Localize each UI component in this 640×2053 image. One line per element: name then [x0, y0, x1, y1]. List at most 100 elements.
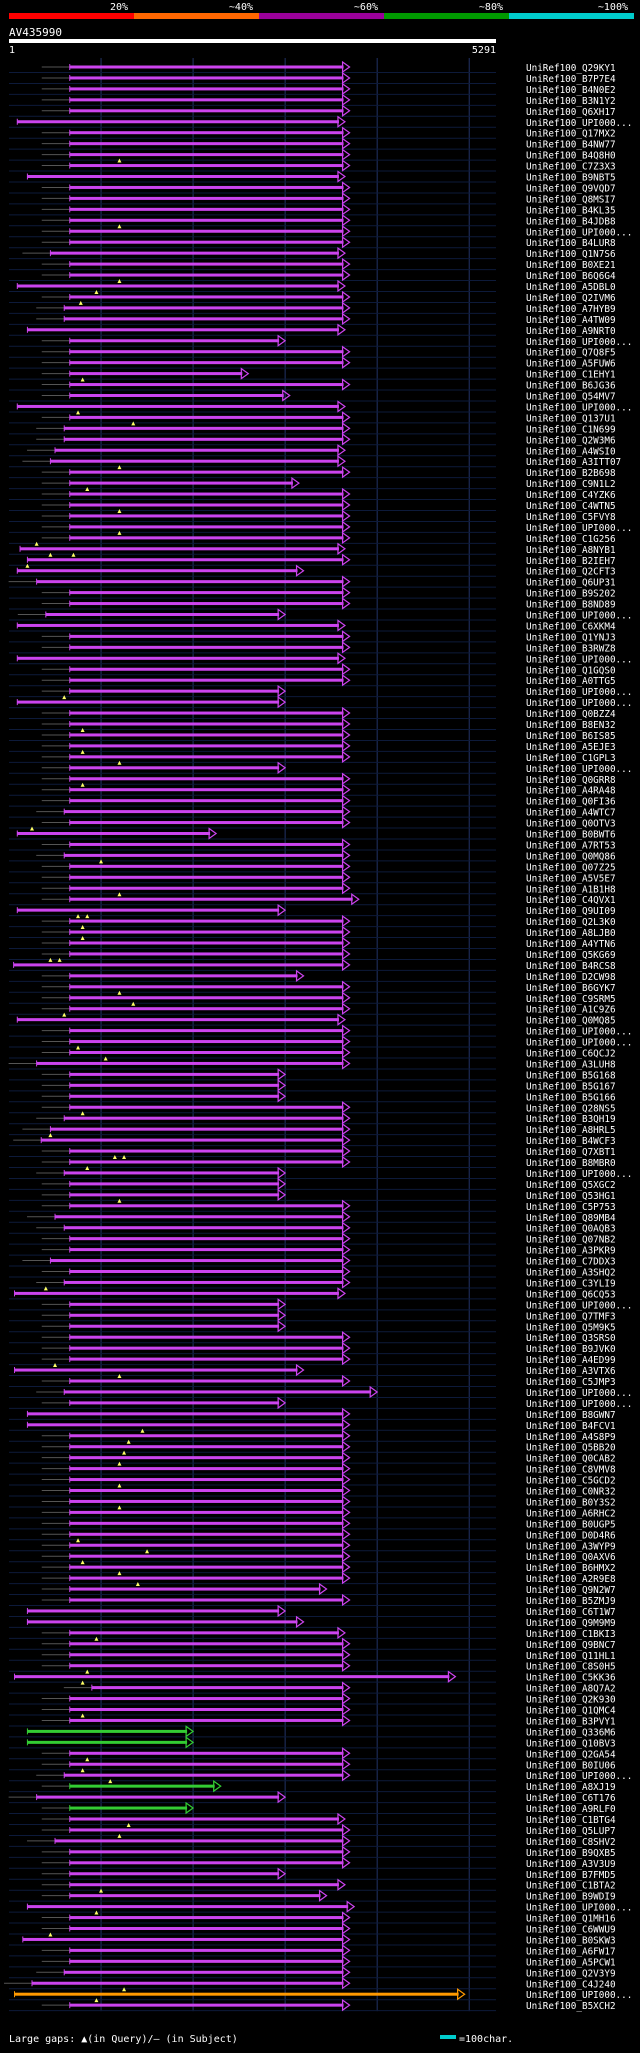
- hit-id-label[interactable]: UniRef100_C6T1W7: [526, 1607, 616, 1618]
- hit-row[interactable]: UniRef100_UPI000...: [9, 1298, 632, 1311]
- hit-id-label[interactable]: UniRef100_Q10BV3: [526, 1738, 616, 1749]
- hit-bar[interactable]: [69, 131, 344, 135]
- hit-id-label[interactable]: UniRef100_B8ND89: [526, 600, 616, 611]
- hit-bar[interactable]: [69, 1040, 344, 1044]
- hit-id-label[interactable]: UniRef100_A4WTC7: [526, 808, 616, 819]
- hit-row[interactable]: UniRef100_Q9BNC7: [9, 1636, 616, 1651]
- hit-id-label[interactable]: UniRef100_Q29KY1: [526, 63, 616, 74]
- hit-id-label[interactable]: UniRef100_B6Q6G4: [526, 271, 616, 282]
- hit-id-label[interactable]: UniRef100_B5XCH2: [526, 2001, 616, 2012]
- hit-id-label[interactable]: UniRef100_A5EJE3: [526, 742, 616, 753]
- hit-bar[interactable]: [69, 1653, 344, 1657]
- hit-id-label[interactable]: UniRef100_Q6XH17: [526, 107, 616, 118]
- hit-row[interactable]: UniRef100_C9SRM5: [9, 990, 616, 1005]
- hit-bar[interactable]: [69, 1302, 280, 1306]
- hit-id-label[interactable]: UniRef100_B7FMD5: [526, 1870, 616, 1881]
- hit-row[interactable]: UniRef100_D0D4R6: [9, 1528, 616, 1541]
- hit-bar[interactable]: [69, 1346, 344, 1350]
- hit-bar[interactable]: [69, 207, 344, 211]
- hit-row[interactable]: UniRef100_Q54MV7: [9, 389, 616, 403]
- hit-row[interactable]: UniRef100_B8GWN7: [9, 1407, 616, 1421]
- hit-row[interactable]: UniRef100_A3V3U9: [9, 1856, 616, 1870]
- hit-id-label[interactable]: UniRef100_A6RHC2: [526, 1508, 616, 1519]
- hit-id-label[interactable]: UniRef100_D2CW98: [526, 972, 616, 983]
- hit-id-label[interactable]: UniRef100_C6T176: [526, 1793, 616, 1804]
- hit-row[interactable]: UniRef100_UPI000...: [9, 115, 632, 129]
- hit-bar[interactable]: [69, 1270, 344, 1273]
- hit-bar[interactable]: [69, 864, 344, 868]
- hit-row[interactable]: UniRef100_B0SKW3: [9, 1932, 616, 1946]
- hit-id-label[interactable]: UniRef100_Q6CQ53: [526, 1289, 616, 1300]
- hit-id-label[interactable]: UniRef100_A0TTG5: [526, 676, 616, 687]
- hit-bar[interactable]: [69, 383, 344, 387]
- hit-bar[interactable]: [69, 1861, 344, 1865]
- hit-row[interactable]: UniRef100_C5JMP3: [9, 1374, 616, 1388]
- hit-row[interactable]: UniRef100_Q3SRS0: [9, 1331, 616, 1344]
- hit-row[interactable]: UniRef100_A3SHQ2: [9, 1265, 616, 1279]
- hit-bar[interactable]: [69, 1434, 344, 1438]
- hit-row[interactable]: UniRef100_Q9N2W7: [9, 1582, 616, 1596]
- hit-row[interactable]: UniRef100_Q29KY1: [9, 60, 616, 74]
- hit-bar[interactable]: [69, 744, 344, 748]
- hit-bar[interactable]: [69, 514, 344, 518]
- hit-row[interactable]: UniRef100_C9N1L2: [9, 476, 616, 490]
- hit-row[interactable]: UniRef100_Q07NB2: [9, 1232, 616, 1246]
- hit-id-label[interactable]: UniRef100_Q54MV7: [526, 392, 616, 403]
- hit-row[interactable]: UniRef100_C6XKM4: [9, 619, 616, 632]
- hit-row[interactable]: UniRef100_UPI000...: [9, 1396, 632, 1410]
- hit-id-label[interactable]: UniRef100_B0BWT6: [526, 830, 616, 841]
- hit-bar[interactable]: [69, 98, 344, 102]
- hit-bar[interactable]: [27, 1412, 344, 1416]
- hit-row[interactable]: UniRef100_C1N699: [9, 421, 616, 435]
- hit-bar[interactable]: [27, 1740, 188, 1744]
- hit-row[interactable]: UniRef100_B2IEH7: [9, 552, 616, 567]
- hit-row[interactable]: UniRef100_B4LUR8: [9, 236, 616, 249]
- hit-id-label[interactable]: UniRef100_Q137U1: [526, 413, 616, 424]
- hit-bar[interactable]: [69, 1762, 344, 1766]
- hit-bar[interactable]: [69, 185, 344, 189]
- hit-bar[interactable]: [69, 919, 344, 923]
- hit-bar[interactable]: [64, 1280, 344, 1284]
- hit-row[interactable]: UniRef100_A2R9E8: [9, 1571, 616, 1585]
- hit-row[interactable]: UniRef100_B3PVY1: [9, 1713, 616, 1727]
- hit-id-label[interactable]: UniRef100_UPI000...: [526, 1027, 632, 1038]
- hit-row[interactable]: UniRef100_A8Q7A2: [9, 1680, 616, 1695]
- hit-bar[interactable]: [17, 832, 211, 835]
- hit-id-label[interactable]: UniRef100_A4ED99: [526, 1355, 616, 1366]
- hit-id-label[interactable]: UniRef100_C1BTA2: [526, 1881, 616, 1892]
- hit-row[interactable]: UniRef100_B6HMX2: [9, 1560, 616, 1574]
- hit-row[interactable]: UniRef100_Q2GA54: [9, 1747, 616, 1760]
- hit-row[interactable]: UniRef100_A1C9Z6: [9, 1001, 616, 1016]
- hit-bar[interactable]: [69, 1576, 344, 1580]
- hit-bar[interactable]: [69, 361, 344, 365]
- hit-id-label[interactable]: UniRef100_UPI000...: [526, 687, 632, 698]
- hit-bar[interactable]: [64, 306, 344, 310]
- hit-id-label[interactable]: UniRef100_B5G167: [526, 1081, 616, 1092]
- hit-id-label[interactable]: UniRef100_B7P7E4: [526, 74, 616, 85]
- hit-bar[interactable]: [27, 1620, 298, 1624]
- hit-id-label[interactable]: UniRef100_Q5XGC2: [526, 1180, 616, 1191]
- hit-row[interactable]: UniRef100_C7Z3X3: [9, 158, 616, 173]
- hit-row[interactable]: UniRef100_B5ZMJ9: [9, 1593, 616, 1607]
- hit-id-label[interactable]: UniRef100_A2R9E8: [526, 1574, 616, 1585]
- hit-bar[interactable]: [69, 164, 344, 168]
- hit-id-label[interactable]: UniRef100_Q2CFT3: [526, 567, 616, 578]
- hit-id-label[interactable]: UniRef100_Q0AXV6: [526, 1552, 616, 1563]
- hit-id-label[interactable]: UniRef100_UPI000...: [526, 337, 632, 348]
- hit-row[interactable]: UniRef100_B0IU06: [9, 1757, 616, 1771]
- hit-row[interactable]: UniRef100_C5KK36: [9, 1669, 616, 1684]
- hit-row[interactable]: UniRef100_A4ED99: [9, 1352, 616, 1366]
- hit-row[interactable]: UniRef100_C5FVY8: [9, 508, 616, 523]
- hit-id-label[interactable]: UniRef100_C1EHY1: [526, 370, 616, 381]
- hit-row[interactable]: UniRef100_UPI000...: [9, 224, 632, 238]
- hit-bar[interactable]: [64, 317, 344, 321]
- hit-bar[interactable]: [64, 1116, 344, 1120]
- hit-bar[interactable]: [69, 788, 344, 792]
- hit-row[interactable]: UniRef100_B5G166: [9, 1090, 616, 1103]
- hit-bar[interactable]: [69, 722, 344, 726]
- hit-bar[interactable]: [55, 448, 339, 452]
- hit-row[interactable]: UniRef100_Q9VQD7: [9, 181, 616, 194]
- hit-id-label[interactable]: UniRef100_B5G166: [526, 1092, 616, 1103]
- hit-id-label[interactable]: UniRef100_A8Q7A2: [526, 1684, 616, 1695]
- hit-id-label[interactable]: UniRef100_B8EN32: [526, 720, 616, 731]
